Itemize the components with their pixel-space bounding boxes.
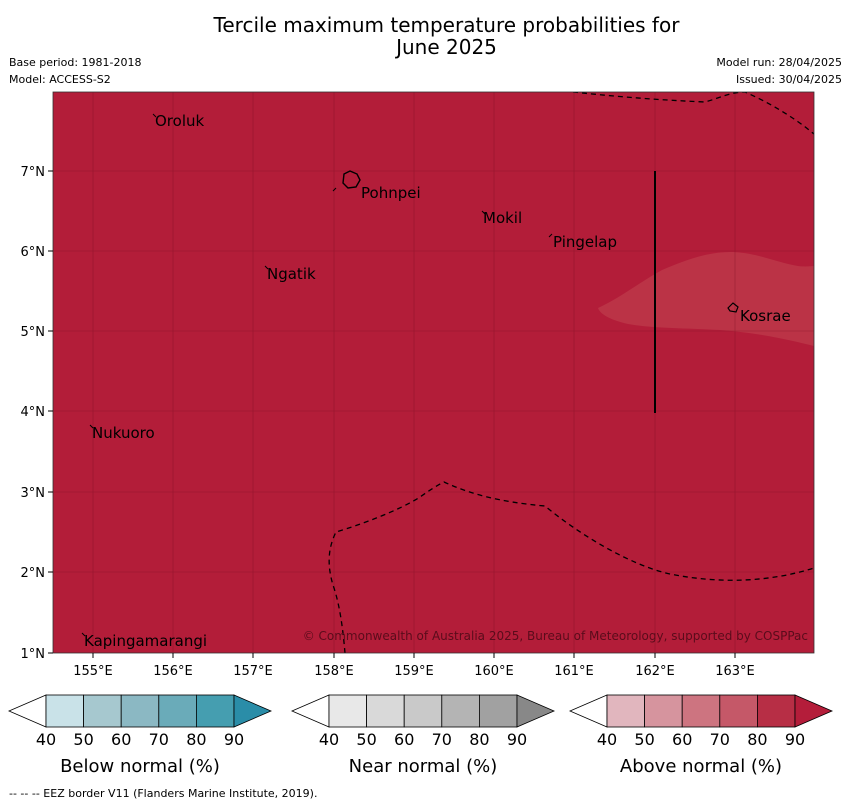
colorbar-tick-label: 80	[186, 730, 206, 749]
colorbar-tick-label: 90	[785, 730, 805, 749]
colorbar-segment	[644, 694, 683, 728]
colorbar-segment	[120, 694, 160, 728]
lat-label: 4°N	[21, 405, 46, 420]
colorbar-segment	[195, 694, 235, 728]
place-label-mokil: Mokil	[483, 209, 522, 227]
colorbar-tick-label: 50	[356, 730, 376, 749]
colorbar-tick-label: 40	[597, 730, 617, 749]
lon-label: 156°E	[153, 664, 193, 679]
lon-label: 158°E	[314, 664, 354, 679]
colorbar-title: Near normal (%)	[349, 756, 498, 777]
colorbar-segment	[441, 694, 480, 728]
colorbar-segment	[478, 694, 518, 728]
lat-label: 6°N	[21, 245, 46, 260]
model-run-text: Model run: 28/04/2025	[716, 56, 842, 69]
colorbar-tick-label: 50	[73, 730, 93, 749]
colorbar-tick-label: 70	[710, 730, 730, 749]
colorbar-tick-label: 80	[469, 730, 489, 749]
lon-label: 157°E	[233, 664, 273, 679]
colorbar-max-extension	[233, 694, 273, 728]
footer-note: -- -- -- EEZ border V11 (Flanders Marine…	[9, 787, 317, 800]
colorbar-tick-label: 60	[111, 730, 131, 749]
colorbar-segment	[403, 694, 443, 728]
colorbar-max-extension	[794, 694, 834, 728]
model-text: Model: ACCESS-S2	[9, 73, 111, 86]
longitude-labels: 155°E 156°E 157°E 158°E 159°E 160°E 161°…	[73, 664, 755, 679]
colorbar-tick-label: 70	[432, 730, 452, 749]
place-label-pohnpei: Pohnpei	[361, 184, 421, 202]
colorbar-segment	[681, 694, 721, 728]
colorbar-segment	[606, 694, 645, 728]
place-label-pingelap: Pingelap	[553, 233, 617, 251]
base-period-text: Base period: 1981-2018	[9, 56, 142, 69]
colorbar-tick-label: 50	[634, 730, 654, 749]
colorbar-min-extension	[568, 694, 608, 728]
place-label-kosrae: Kosrae	[740, 307, 791, 325]
colorbar-segment	[158, 694, 197, 728]
colorbar-tick-label: 40	[319, 730, 339, 749]
lat-label: 3°N	[21, 486, 46, 501]
lat-label: 2°N	[21, 566, 46, 581]
probability-field	[53, 92, 814, 653]
colorbar-tick-label: 60	[394, 730, 414, 749]
colorbar-tick-label: 40	[36, 730, 56, 749]
place-label-ngatik: Ngatik	[267, 265, 316, 283]
ant-atoll-mark	[332, 187, 337, 192]
place-label-oroluk: Oroluk	[155, 112, 204, 130]
colorbar-tick-label: 70	[149, 730, 169, 749]
lon-label: 159°E	[394, 664, 434, 679]
colorbar-tick-label: 90	[507, 730, 527, 749]
lower-probability-region	[598, 252, 814, 346]
lat-label: 5°N	[21, 325, 46, 340]
axis-ticks	[48, 170, 736, 658]
pohnpei-island-shape	[342, 170, 361, 189]
lat-label: 7°N	[21, 165, 46, 180]
colorbar-segment	[366, 694, 405, 728]
colorbar-max-extension	[516, 694, 556, 728]
eez-border	[328, 92, 814, 653]
lon-label: 155°E	[73, 664, 113, 679]
title-line-1: Tercile maximum temperature probabilitie…	[213, 13, 680, 37]
colorbar-tick-label: 60	[672, 730, 692, 749]
meta-left: Base period: 1981-2018 Model: ACCESS-S2	[9, 54, 141, 88]
colorbar-title: Above normal (%)	[620, 756, 782, 777]
issued-text: Issued: 30/04/2025	[735, 73, 842, 86]
colorbar-min-extension	[7, 694, 47, 728]
atoll-markers	[81, 113, 553, 637]
map-frame	[52, 91, 815, 654]
colorbar-tick-label: 90	[224, 730, 244, 749]
colorbar-min-extension	[290, 694, 330, 728]
lon-label: 162°E	[635, 664, 675, 679]
colorbar-segment	[328, 694, 367, 728]
colorbar-tick-label: 80	[747, 730, 767, 749]
map-title: Tercile maximum temperature probabilitie…	[0, 14, 850, 58]
lat-label: 1°N	[21, 647, 46, 662]
colorbar-segment	[757, 694, 796, 728]
lon-label: 161°E	[554, 664, 594, 679]
colorbar-segment	[45, 694, 84, 728]
colorbar-title: Below normal (%)	[60, 756, 220, 777]
colorbar-1: 40 50 60 70 80 90 Near normal (%)	[290, 694, 556, 777]
place-label-nukuoro: Nukuoro	[92, 424, 155, 442]
kosrae-island-shape	[727, 302, 739, 313]
copyright-text: © Commonwealth of Australia 2025, Bureau…	[303, 629, 808, 643]
lon-label: 163°E	[715, 664, 755, 679]
meta-right: Model run: 28/04/2025 Issued: 30/04/2025	[716, 54, 842, 88]
place-label-kapingamarangi: Kapingamarangi	[84, 632, 207, 650]
colorbar-segment	[719, 694, 758, 728]
graticule	[53, 92, 814, 653]
latitude-labels: 7°N 6°N 5°N 4°N 3°N 2°N 1°N	[21, 165, 46, 662]
lon-label: 160°E	[474, 664, 514, 679]
colorbar-segment	[83, 694, 122, 728]
title-line-2: June 2025	[396, 35, 497, 59]
